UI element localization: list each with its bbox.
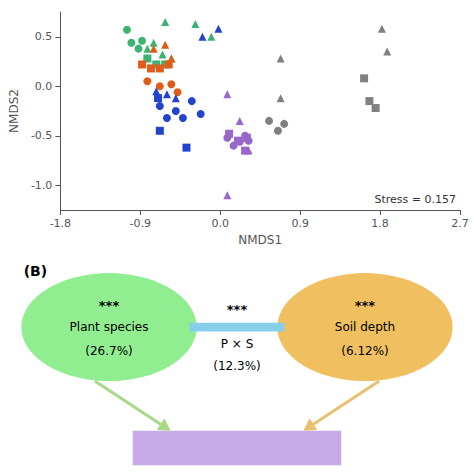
svg-text:Stress = 0.157: Stress = 0.157 [374, 193, 456, 206]
svg-text:0.5: 0.5 [35, 30, 53, 43]
svg-text:(6.12%): (6.12%) [341, 344, 388, 358]
svg-text:***: *** [355, 298, 376, 313]
svg-text:-1.8: -1.8 [50, 217, 71, 230]
svg-text:0.0: 0.0 [35, 80, 53, 93]
svg-text:NMDS1: NMDS1 [238, 233, 282, 247]
svg-text:Soil depth: Soil depth [335, 320, 395, 334]
svg-text:NMDS2: NMDS2 [7, 89, 21, 133]
svg-text:0.9: 0.9 [291, 217, 309, 230]
svg-text:-0.5: -0.5 [31, 129, 52, 142]
svg-text:0.0: 0.0 [211, 217, 229, 230]
svg-text:(B): (B) [24, 263, 47, 279]
svg-text:(12.3%): (12.3%) [213, 359, 260, 373]
svg-text:2.7: 2.7 [451, 217, 469, 230]
svg-text:(26.7%): (26.7%) [85, 344, 132, 358]
svg-text:P × S: P × S [221, 337, 254, 351]
svg-text:Plant species: Plant species [70, 320, 149, 334]
svg-text:-1.0: -1.0 [31, 179, 52, 192]
svg-text:***: *** [99, 298, 120, 313]
svg-text:1.8: 1.8 [371, 217, 389, 230]
svg-text:***: *** [227, 302, 248, 317]
svg-text:-0.9: -0.9 [130, 217, 151, 230]
